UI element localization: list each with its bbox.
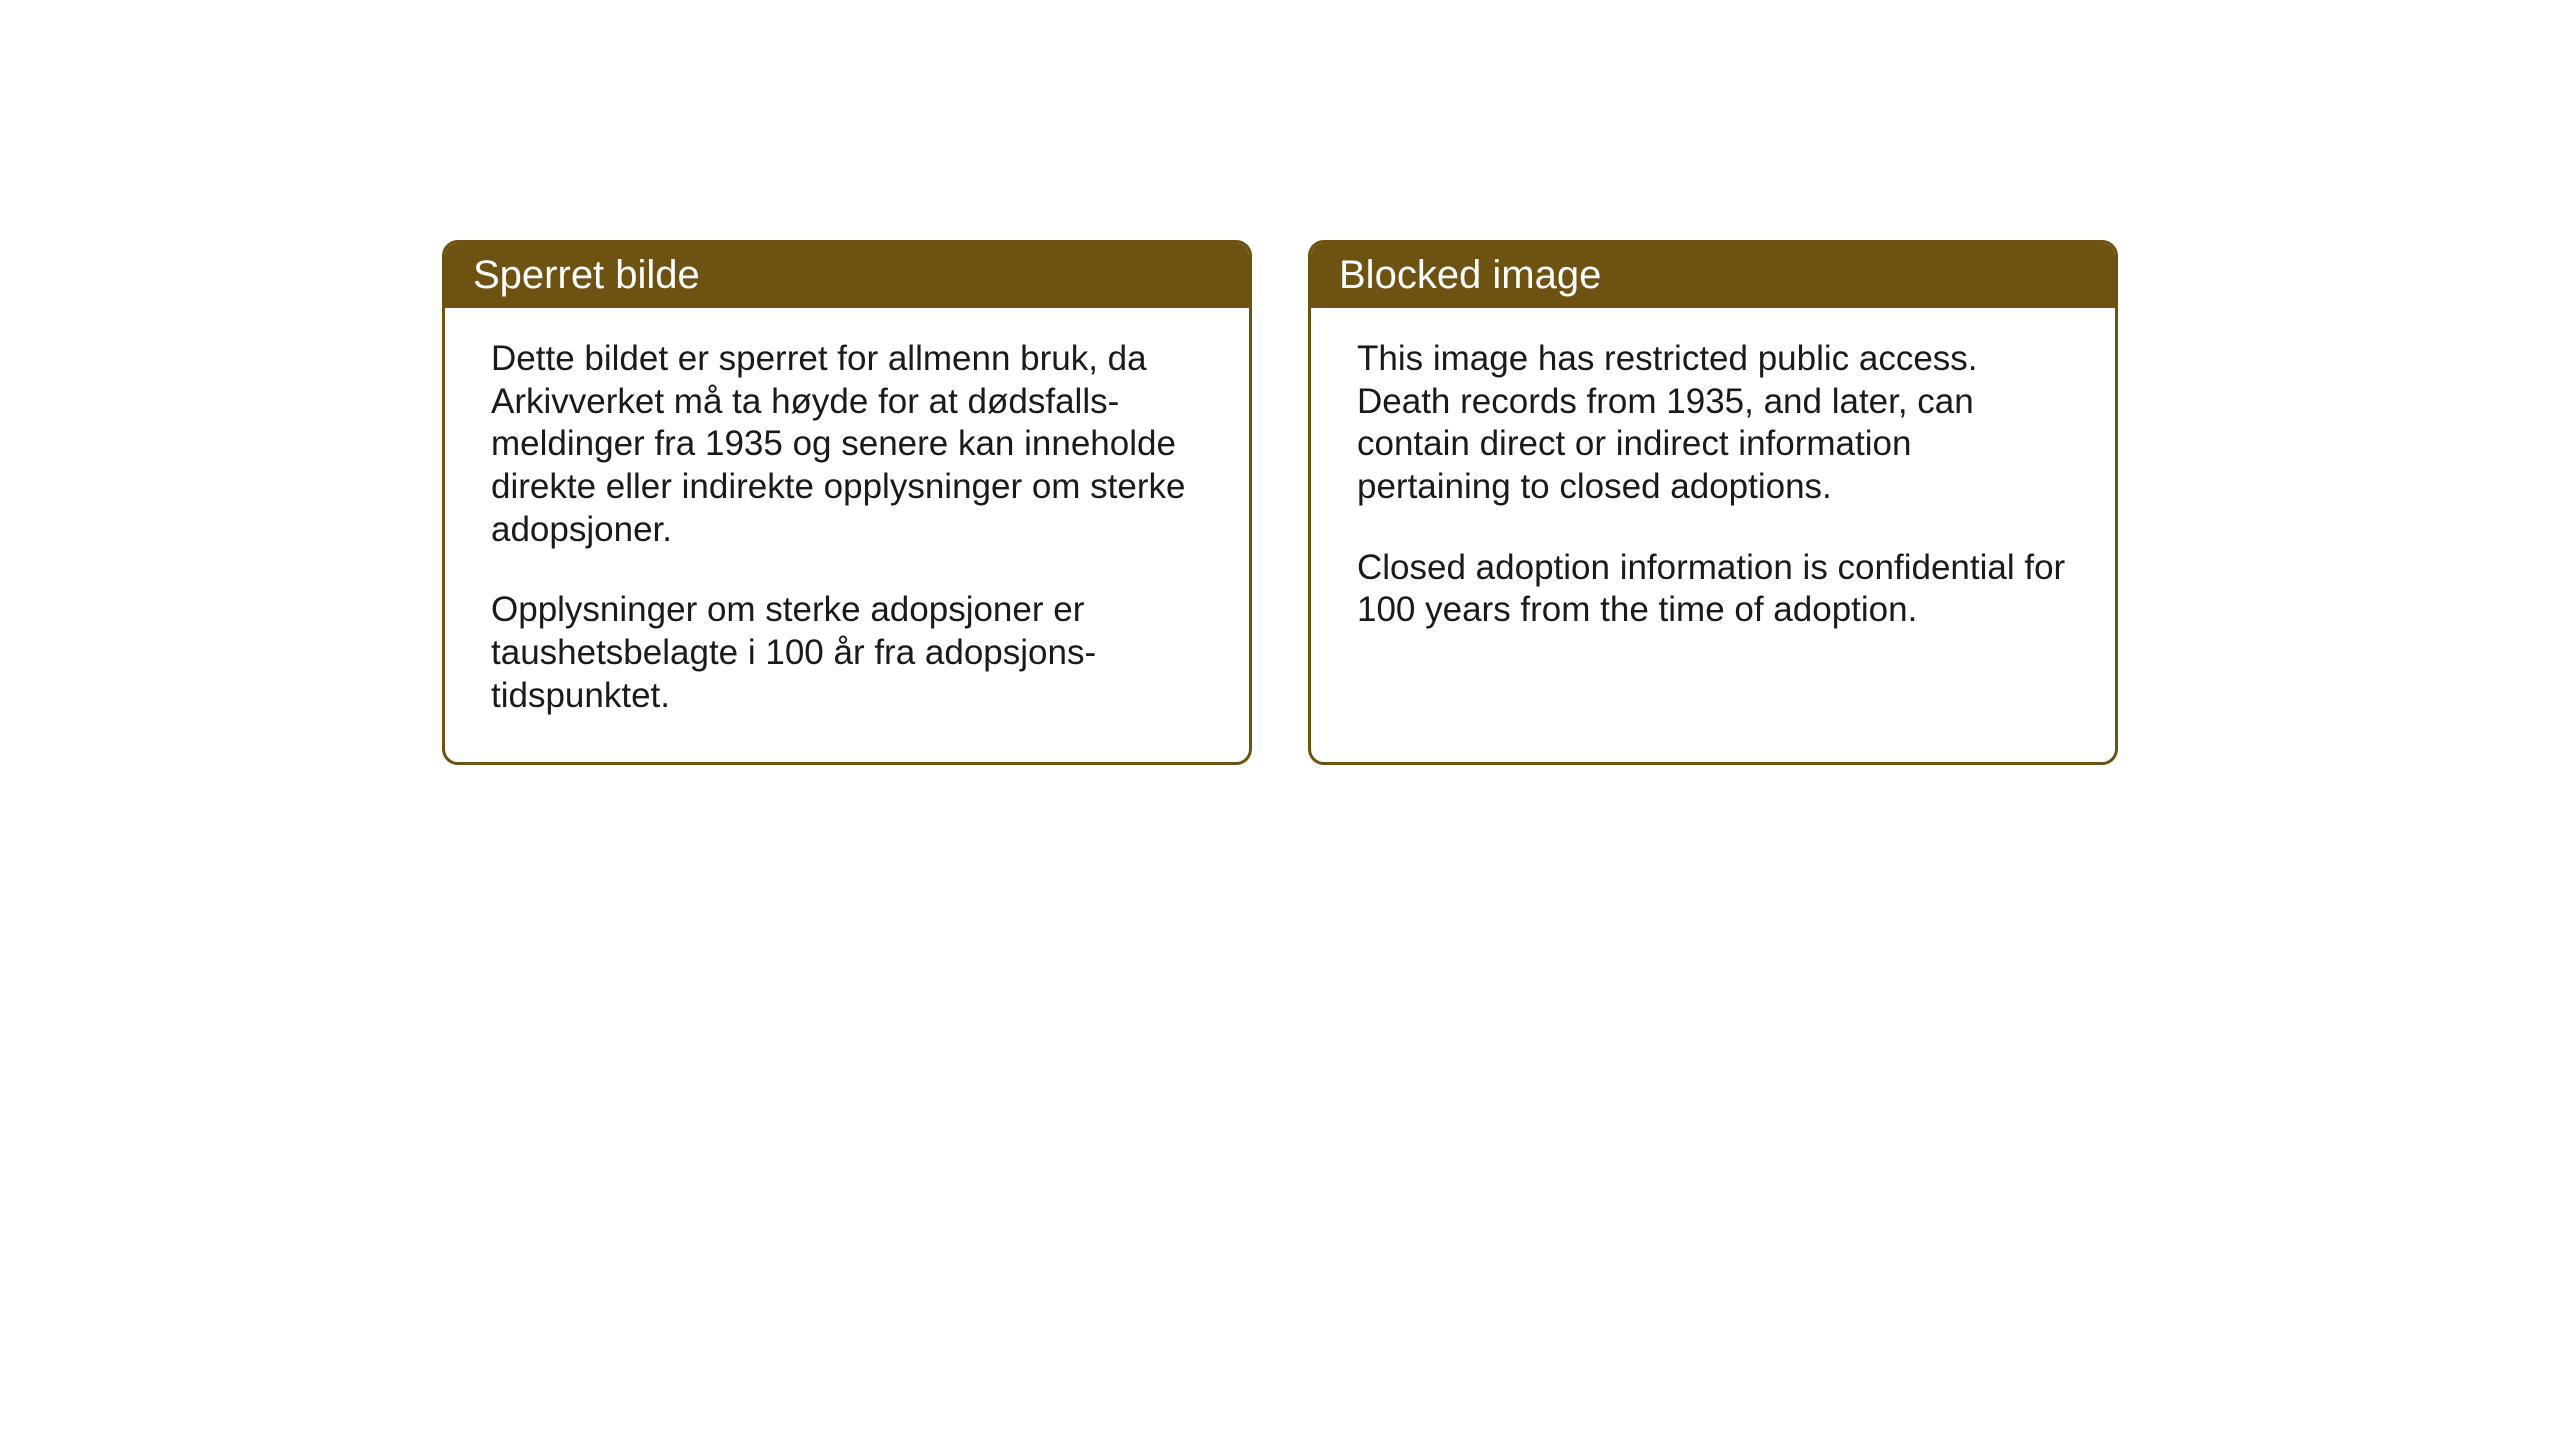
cards-container: Sperret bilde Dette bildet er sperret fo… [442, 240, 2118, 765]
card-english: Blocked image This image has restricted … [1308, 240, 2118, 765]
card-norwegian: Sperret bilde Dette bildet er sperret fo… [442, 240, 1252, 765]
card-paragraph-2-english: Closed adoption information is confident… [1357, 547, 2069, 632]
card-body-norwegian: Dette bildet er sperret for allmenn bruk… [445, 308, 1249, 762]
card-header-norwegian: Sperret bilde [445, 243, 1249, 308]
card-paragraph-1-english: This image has restricted public access.… [1357, 338, 2069, 509]
card-title-english: Blocked image [1339, 253, 1601, 297]
card-title-norwegian: Sperret bilde [473, 253, 700, 297]
card-paragraph-1-norwegian: Dette bildet er sperret for allmenn bruk… [491, 338, 1203, 551]
card-body-english: This image has restricted public access.… [1311, 308, 2115, 676]
card-header-english: Blocked image [1311, 243, 2115, 308]
card-paragraph-2-norwegian: Opplysninger om sterke adopsjoner er tau… [491, 589, 1203, 717]
